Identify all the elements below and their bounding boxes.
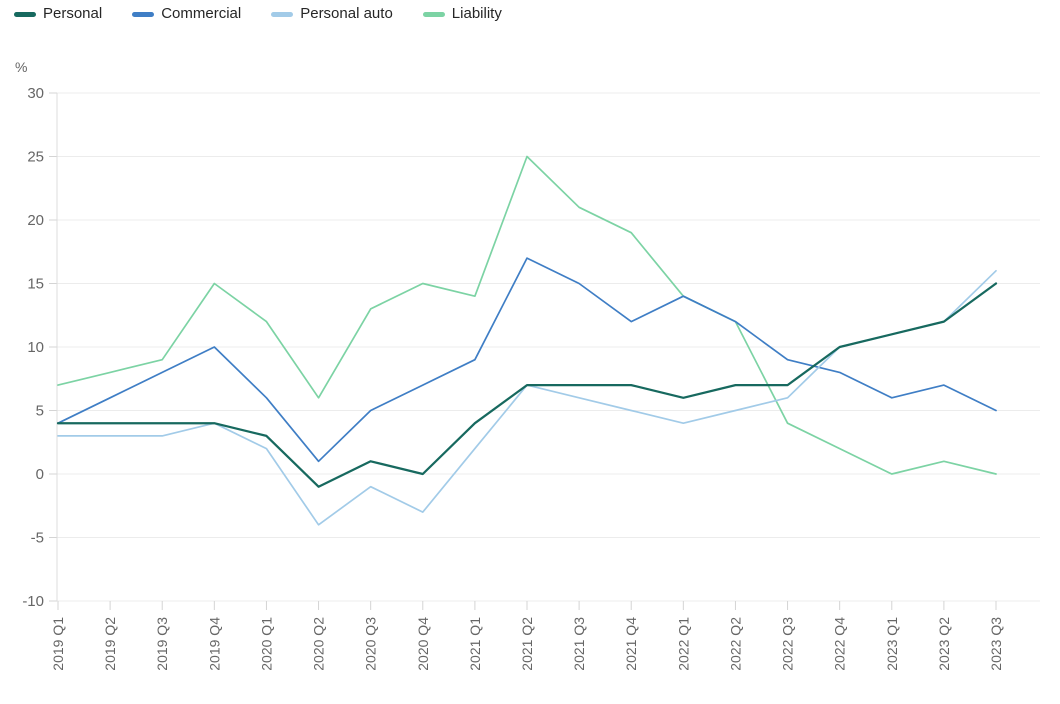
legend-item-personal: Personal (14, 5, 102, 23)
legend-swatch-personal-auto (271, 11, 294, 17)
svg-text:5: 5 (36, 403, 44, 420)
legend-label-personal: Personal (43, 5, 103, 22)
svg-text:2022 Q2: 2022 Q2 (727, 617, 743, 671)
legend-label-personal-auto: Personal auto (300, 5, 393, 22)
svg-text:2019 Q1: 2019 Q1 (50, 617, 66, 671)
svg-text:2020 Q4: 2020 Q4 (415, 617, 431, 671)
svg-text:2019 Q3: 2019 Q3 (154, 617, 170, 671)
y-gridlines (49, 92, 1040, 602)
svg-text:-5: -5 (31, 530, 44, 547)
svg-text:2022 Q3: 2022 Q3 (780, 617, 796, 671)
svg-text:2020 Q3: 2020 Q3 (363, 617, 379, 671)
legend-swatch-commercial (132, 11, 155, 17)
svg-text:2021 Q3: 2021 Q3 (571, 617, 587, 671)
chart-legend: Personal Commercial Personal auto Liability (14, 5, 502, 23)
series-line-personal-auto (57, 269, 997, 526)
legend-item-commercial: Commercial (132, 5, 241, 23)
svg-text:0: 0 (36, 466, 44, 483)
svg-text:25: 25 (27, 149, 44, 166)
svg-text:-10: -10 (22, 593, 44, 610)
svg-text:2022 Q1: 2022 Q1 (675, 617, 691, 671)
svg-text:2023 Q1: 2023 Q1 (884, 617, 900, 671)
svg-text:2023 Q3: 2023 Q3 (988, 617, 1004, 671)
series-line-liability (57, 155, 997, 475)
svg-text:10: 10 (27, 339, 44, 356)
svg-text:20: 20 (27, 212, 44, 229)
svg-text:2020 Q2: 2020 Q2 (311, 617, 327, 671)
legend-swatch-liability (422, 11, 445, 17)
y-axis-labels: 30 25 20 15 10 5 0 -5 -10 (22, 85, 44, 610)
legend-item-personal-auto: Personal auto (271, 5, 393, 23)
x-axis-labels: 2019 Q1 2019 Q2 2019 Q3 2019 Q4 2020 Q1 2020 … (50, 617, 1004, 671)
legend-label-liability: Liability (451, 5, 502, 22)
x-ticks (57, 601, 997, 610)
legend-item-liability: Liability (422, 5, 502, 23)
series-line-personal (56, 282, 998, 488)
series-line-commercial (57, 257, 997, 463)
svg-text:2019 Q2: 2019 Q2 (102, 617, 118, 671)
svg-text:15: 15 (27, 276, 44, 293)
legend-label-commercial: Commercial (161, 5, 242, 22)
svg-text:2021 Q2: 2021 Q2 (519, 617, 535, 671)
svg-text:2021 Q4: 2021 Q4 (623, 617, 639, 671)
y-axis-unit: % (15, 59, 27, 75)
legend-swatch-personal (14, 11, 36, 17)
svg-text:2019 Q4: 2019 Q4 (206, 617, 222, 671)
svg-text:2020 Q1: 2020 Q1 (258, 617, 274, 671)
svg-text:2022 Q4: 2022 Q4 (832, 617, 848, 671)
svg-text:2023 Q2: 2023 Q2 (936, 617, 952, 671)
svg-text:30: 30 (27, 85, 44, 102)
svg-text:2021 Q1: 2021 Q1 (467, 617, 483, 671)
